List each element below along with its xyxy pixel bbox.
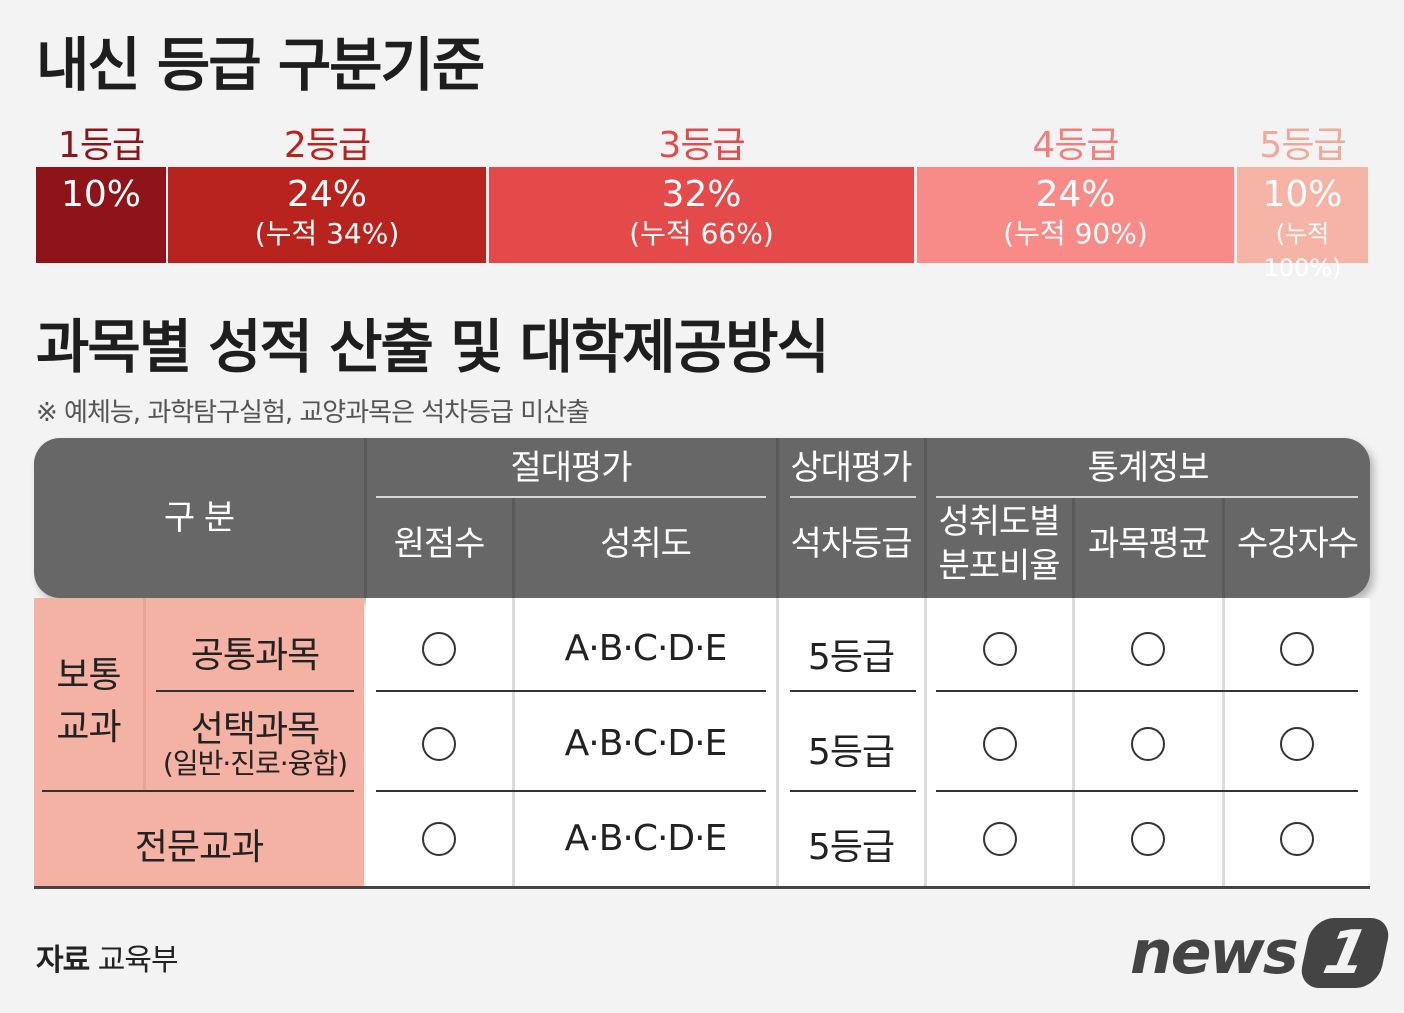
column-divider <box>776 598 779 888</box>
row-subname: (일반·진로·융합) <box>162 747 348 780</box>
header-divider <box>512 498 515 598</box>
row-name: 선택과목 <box>190 709 320 750</box>
row-rule <box>936 790 1358 792</box>
grade-5-pct: 10% <box>1262 174 1343 215</box>
column-divider <box>512 598 515 888</box>
header-distribution-1: 성취도별 <box>938 502 1060 542</box>
row-rule <box>376 790 766 792</box>
column-divider <box>924 598 927 888</box>
grade-4-segment: 24% (누적 90%) <box>917 167 1234 263</box>
header-divider <box>924 438 927 598</box>
circle-mark-icon <box>1280 632 1314 666</box>
column-divider <box>1072 598 1075 888</box>
general-divider <box>143 598 146 792</box>
grade-2-segment: 24% (누적 34%) <box>168 167 486 263</box>
achievement-scale: A·B·C·D·E <box>564 723 728 764</box>
grade-1-segment: 10% <box>36 167 166 263</box>
circle-mark-icon <box>983 822 1017 856</box>
grade-4-cum: (누적 90%) <box>1003 217 1148 250</box>
row-rule <box>42 790 354 792</box>
grade-1-pct: 10% <box>60 174 141 215</box>
header-rule <box>790 496 916 498</box>
rank-grade: 5등급 <box>807 637 895 678</box>
grade-5-label: 5등급 <box>1259 125 1346 166</box>
general-subjects-label: 보통 교과 <box>34 646 143 750</box>
grade-3-pct: 32% <box>661 174 742 215</box>
header-statistics: 통계정보 <box>1087 448 1209 488</box>
grade-2-label: 2등급 <box>283 125 371 166</box>
header-rule <box>376 496 766 498</box>
grade-4-pct: 24% <box>1035 174 1116 215</box>
row-name: 공통과목 <box>190 635 320 676</box>
general-label-line2: 교과 <box>56 707 121 748</box>
circle-mark-icon <box>1280 822 1314 856</box>
subjects-title: 과목별 성적 산출 및 대학제공방식 <box>36 313 830 381</box>
header-divider <box>776 438 779 598</box>
grade-2-cum: (누적 34%) <box>254 217 400 250</box>
header-raw-score: 원점수 <box>393 524 486 564</box>
achievement-scale: A·B·C·D·E <box>564 818 728 859</box>
grade-3-label: 3등급 <box>658 125 745 166</box>
row-label-area <box>34 598 364 888</box>
rank-grade: 5등급 <box>807 827 895 868</box>
header-subject-average: 과목평균 <box>1087 524 1210 564</box>
row-rule <box>156 690 354 692</box>
circle-mark-icon <box>1131 822 1165 856</box>
table-bottom-rule <box>34 886 1370 889</box>
column-divider <box>1222 598 1225 888</box>
row-rule <box>376 690 766 692</box>
logo-text: news <box>1130 918 1299 988</box>
header-rule <box>936 496 1358 498</box>
grade-1-label: 1등급 <box>57 125 145 166</box>
grade-2-pct: 24% <box>286 174 367 215</box>
row-name: 전문교과 <box>134 827 264 868</box>
source-credit: 자료 교육부 <box>36 935 179 979</box>
header-rank-grade: 석차등급 <box>790 524 912 564</box>
header-achievement: 성취도 <box>600 524 692 564</box>
grade-3-cum: (누적 66%) <box>629 217 774 250</box>
header-distribution-2: 분포비율 <box>938 546 1060 586</box>
header-enrollment: 수강자수 <box>1236 524 1359 564</box>
logo-number: 1 <box>1297 918 1393 988</box>
row-rule <box>790 690 916 692</box>
header-divider <box>1222 498 1225 598</box>
header-relative-eval: 상대평가 <box>790 448 912 488</box>
grade-3-segment: 32% (누적 66%) <box>489 167 914 263</box>
header-category: 구 분 <box>163 498 235 538</box>
table-header <box>34 438 1370 598</box>
header-divider <box>364 438 367 598</box>
header-divider <box>1072 498 1075 598</box>
circle-mark-icon <box>1131 632 1165 666</box>
grade-4-label: 4등급 <box>1032 125 1119 166</box>
circle-mark-icon <box>983 632 1017 666</box>
source-value: 교육부 <box>97 943 179 978</box>
news1-logo: news 1 <box>1130 918 1393 988</box>
header-absolute-eval: 절대평가 <box>510 448 632 488</box>
footnote: ※ 예체능, 과학탐구실험, 교양과목은 석차등급 미산출 <box>36 398 590 428</box>
table-body <box>366 598 1370 888</box>
circle-mark-icon <box>422 632 456 666</box>
circle-mark-icon <box>1131 727 1165 761</box>
general-label-line1: 보통 <box>56 655 121 696</box>
rank-grade: 5등급 <box>807 732 895 773</box>
circle-mark-icon <box>983 727 1017 761</box>
circle-mark-icon <box>1280 727 1314 761</box>
row-rule <box>936 690 1358 692</box>
grade-5-segment: 10% (누적 100%) <box>1237 167 1368 282</box>
source-label: 자료 <box>36 943 90 978</box>
grade-criteria-title: 내신 등급 구분기준 <box>36 31 485 99</box>
circle-mark-icon <box>422 727 456 761</box>
achievement-scale: A·B·C·D·E <box>564 628 728 669</box>
row-rule <box>790 790 916 792</box>
circle-mark-icon <box>422 822 456 856</box>
grade-5-cum: (누적 100%) <box>1263 220 1342 282</box>
